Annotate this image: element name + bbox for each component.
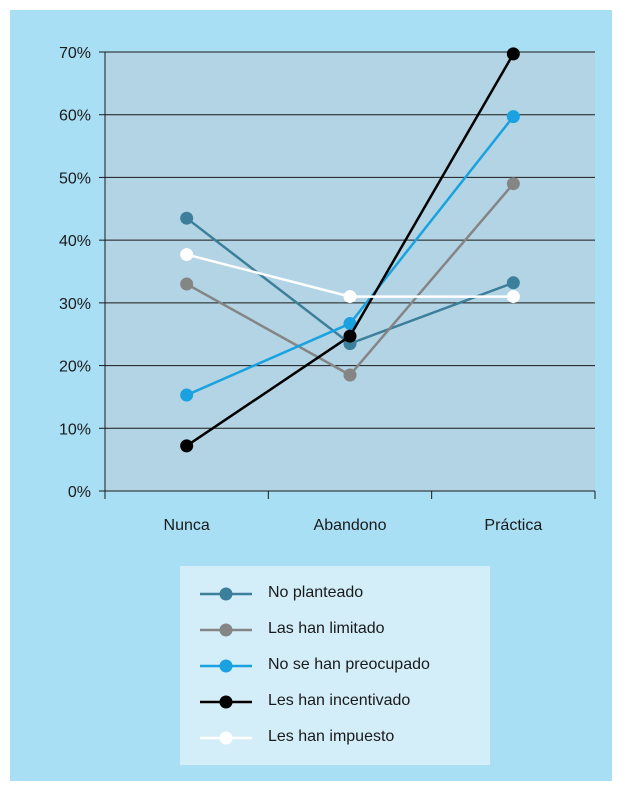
data-point (343, 317, 357, 331)
x-tick-label: Nunca (164, 517, 210, 534)
data-point (343, 329, 357, 343)
data-point (180, 211, 194, 225)
data-point (506, 290, 520, 304)
x-tick-label: Práctica (484, 517, 542, 534)
y-tick-label: 70% (59, 45, 91, 62)
data-point (506, 177, 520, 191)
y-tick-label: 40% (59, 233, 91, 250)
y-tick-label: 0% (68, 484, 91, 501)
legend-item: Las han limitado (180, 615, 490, 645)
plot-area (105, 52, 595, 491)
y-tick-label: 30% (59, 296, 91, 313)
data-point (180, 388, 194, 402)
legend-marker (219, 623, 233, 637)
y-tick-label: 10% (59, 421, 91, 438)
series-les-han-impuesto (180, 248, 520, 304)
legend-label: Las han limitado (268, 620, 385, 637)
legend-item: No se han preocupado (180, 651, 490, 681)
y-tick-label: 50% (59, 170, 91, 187)
legend: No planteado Las han limitado No se han pr… (180, 566, 490, 765)
legend-marker (219, 659, 233, 673)
legend-swatch (200, 623, 252, 637)
data-point (506, 276, 520, 290)
legend-swatch (200, 695, 252, 709)
x-tick-label: Abandono (314, 517, 387, 534)
data-point (180, 248, 194, 262)
data-point (506, 110, 520, 124)
series-lines (180, 47, 520, 453)
legend-marker (219, 731, 233, 745)
data-point (180, 439, 194, 453)
legend-item: Les han impuesto (180, 723, 490, 753)
series-les-han-incentivado (180, 47, 520, 453)
y-tick-label: 60% (59, 108, 91, 125)
legend-item: No planteado (180, 579, 490, 609)
legend-swatch (200, 731, 252, 745)
legend-swatch (200, 587, 252, 601)
legend-swatch (200, 659, 252, 673)
series-no-se-han-preocupado (180, 110, 520, 402)
line-chart: 0% 10% 20% 30% 40% 50% 60% 70% Nunca Abandono Prác… (59, 45, 596, 534)
legend-marker (219, 695, 233, 709)
tick-labels: 0% 10% 20% 30% 40% 50% 60% 70% Nunca Abandono Prác… (59, 45, 542, 534)
legend-marker (219, 587, 233, 601)
legend-label: No planteado (268, 584, 364, 601)
legend-item: Les han incentivado (180, 687, 490, 717)
data-point (180, 277, 194, 291)
axes (99, 51, 596, 499)
data-point (343, 290, 357, 304)
series-las-han-limitado (180, 177, 520, 382)
legend-label: Les han incentivado (268, 692, 411, 709)
data-point (343, 368, 357, 382)
y-tick-label: 20% (59, 359, 91, 376)
data-point (506, 47, 520, 61)
legend-label: Les han impuesto (268, 728, 395, 745)
legend-label: No se han preocupado (268, 656, 430, 673)
chart-frame: 0% 10% 20% 30% 40% 50% 60% 70% Nunca Abandono Prác… (10, 10, 612, 781)
